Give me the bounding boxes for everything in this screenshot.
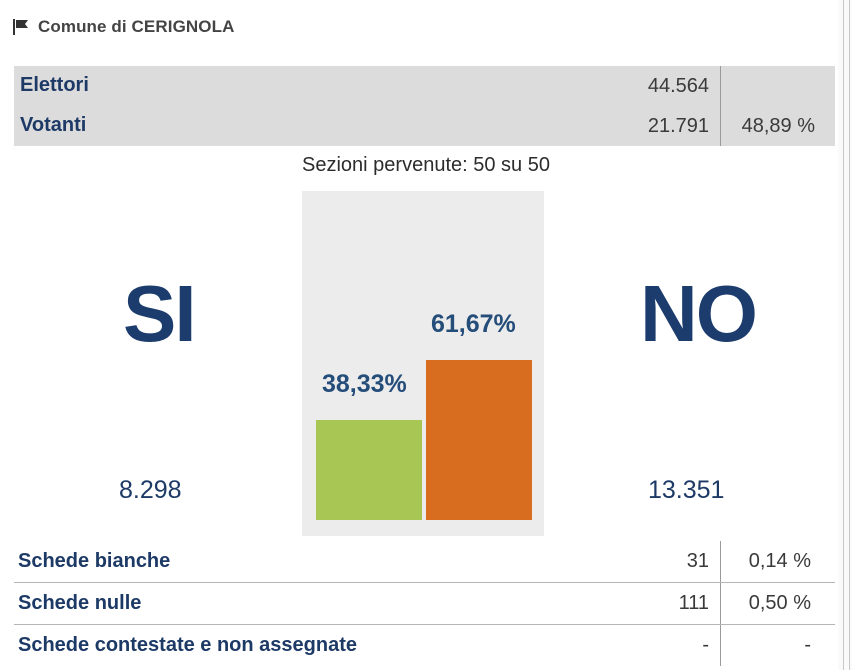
municipality-header: Comune di CERIGNOLA (12, 14, 234, 40)
row-value: - (702, 634, 709, 656)
results-bar-chart: 38,33% 61,67% (302, 191, 544, 536)
si-label: SI (123, 269, 197, 358)
row-value: 111 (678, 592, 709, 614)
row-label: Schede bianche (18, 550, 171, 572)
table-row: Schede contestate e non assegnate - - (14, 625, 835, 666)
no-bar (426, 359, 532, 520)
votanti-label: Votanti (20, 114, 87, 136)
table-row: Schede nulle 111 0,50 % (14, 583, 835, 625)
votanti-row: Votanti 21.791 48,89 % (14, 106, 835, 146)
row-divider (720, 625, 721, 666)
elettori-label: Elettori (20, 74, 89, 96)
sezioni-pervenute: Sezioni pervenute: 50 su 50 (302, 154, 550, 176)
municipality-title: Comune di CERIGNOLA (38, 17, 235, 36)
row-value: 31 (686, 550, 709, 572)
row-percent: - (804, 634, 811, 656)
no-percent-label: 61,67% (431, 309, 516, 338)
si-bar (316, 420, 422, 520)
si-votes: 8.298 (119, 476, 182, 504)
elettori-row: Elettori 44.564 (14, 66, 835, 106)
table-row: Schede bianche 31 0,14 % (14, 541, 835, 583)
row-percent: 0,14 % (748, 550, 811, 572)
votanti-percent: 48,89 % (741, 115, 815, 137)
no-votes: 13.351 (648, 476, 725, 504)
turnout-summary: Elettori 44.564 Votanti 21.791 48,89 % (14, 66, 835, 146)
flag-icon (13, 19, 28, 35)
votanti-value: 21.791 (647, 115, 709, 137)
no-label: NO (640, 269, 758, 358)
row-label: Schede nulle (18, 592, 142, 614)
elettori-value: 44.564 (647, 75, 709, 97)
row-percent: 0,50 % (748, 592, 811, 614)
row-label: Schede contestate e non assegnate (18, 634, 358, 656)
row-divider (720, 583, 721, 624)
right-edge (838, 0, 852, 670)
stats-divider (720, 66, 721, 146)
si-percent-label: 38,33% (322, 370, 407, 399)
ballot-details: Schede bianche 31 0,14 % Schede nulle 11… (14, 541, 835, 666)
row-divider (720, 541, 721, 582)
